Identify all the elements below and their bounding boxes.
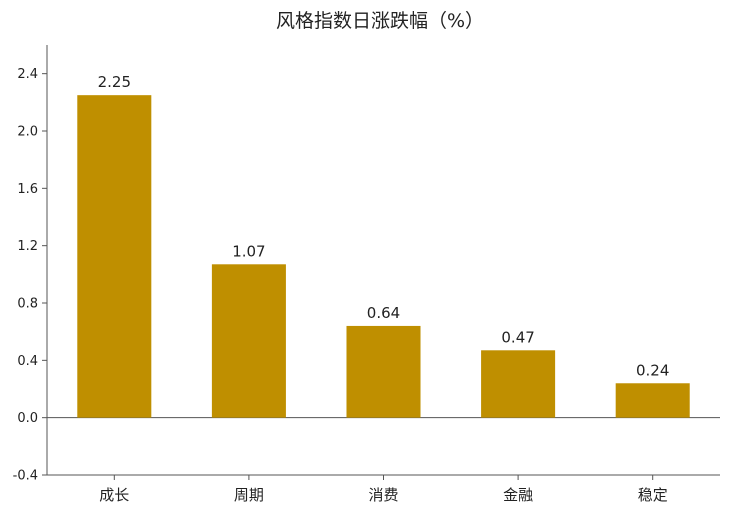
data-label: 0.24 bbox=[636, 361, 669, 379]
y-tick-label: 0.0 bbox=[17, 411, 38, 426]
y-tick-label: 0.4 bbox=[17, 354, 38, 369]
data-label: 1.07 bbox=[232, 242, 265, 260]
bar-5 bbox=[615, 383, 690, 418]
bars bbox=[77, 95, 690, 418]
x-tick-label: 消费 bbox=[368, 486, 398, 504]
y-tick-label: 0.8 bbox=[17, 297, 38, 312]
y-tick-label: -0.4 bbox=[13, 469, 38, 484]
bar-2 bbox=[211, 264, 286, 418]
bar-3 bbox=[346, 325, 421, 418]
data-label: 2.25 bbox=[98, 73, 131, 91]
x-tick-label: 成长 bbox=[99, 486, 129, 504]
x-tick-label: 稳定 bbox=[638, 486, 668, 504]
chart-title: 风格指数日涨跌幅（%） bbox=[276, 10, 484, 32]
data-label: 0.47 bbox=[501, 328, 534, 346]
bar-1 bbox=[77, 95, 152, 418]
data-labels: 2.25 1.07 0.64 0.47 0.24 bbox=[98, 73, 670, 379]
y-tick-label: 1.6 bbox=[17, 182, 38, 197]
y-tick-label: 2.4 bbox=[17, 67, 38, 82]
y-tick-label: 2.0 bbox=[17, 125, 38, 140]
x-tick-label: 周期 bbox=[234, 486, 264, 504]
x-tick-label: 金融 bbox=[503, 486, 533, 504]
data-label: 0.64 bbox=[367, 304, 400, 322]
bar-4 bbox=[481, 350, 556, 418]
y-tick-label: 1.2 bbox=[17, 239, 38, 254]
